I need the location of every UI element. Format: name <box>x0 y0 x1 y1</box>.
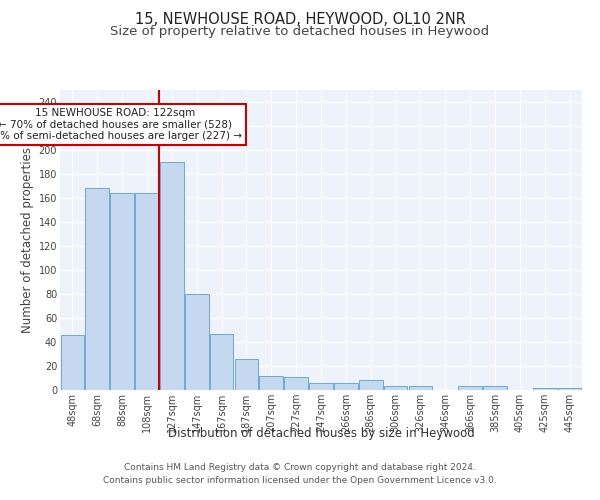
Bar <box>384 386 407 390</box>
Bar <box>110 193 134 390</box>
Bar <box>85 188 109 390</box>
Bar <box>284 377 308 390</box>
Bar <box>210 334 233 390</box>
Bar <box>409 386 432 390</box>
Bar <box>135 193 159 390</box>
Bar <box>533 388 557 390</box>
Bar <box>483 386 507 390</box>
Text: Distribution of detached houses by size in Heywood: Distribution of detached houses by size … <box>167 428 475 440</box>
Bar <box>185 294 209 390</box>
Text: Contains public sector information licensed under the Open Government Licence v3: Contains public sector information licen… <box>103 476 497 485</box>
Bar <box>160 162 184 390</box>
Y-axis label: Number of detached properties: Number of detached properties <box>22 147 34 333</box>
Bar <box>359 380 383 390</box>
Text: Size of property relative to detached houses in Heywood: Size of property relative to detached ho… <box>110 25 490 38</box>
Text: Contains HM Land Registry data © Crown copyright and database right 2024.: Contains HM Land Registry data © Crown c… <box>124 464 476 472</box>
Bar <box>309 383 333 390</box>
Bar <box>235 359 258 390</box>
Bar <box>61 335 84 390</box>
Bar <box>558 388 581 390</box>
Text: 15, NEWHOUSE ROAD, HEYWOOD, OL10 2NR: 15, NEWHOUSE ROAD, HEYWOOD, OL10 2NR <box>134 12 466 28</box>
Bar <box>334 383 358 390</box>
Bar <box>458 386 482 390</box>
Bar <box>259 376 283 390</box>
Text: 15 NEWHOUSE ROAD: 122sqm
← 70% of detached houses are smaller (528)
30% of semi-: 15 NEWHOUSE ROAD: 122sqm ← 70% of detach… <box>0 108 242 141</box>
